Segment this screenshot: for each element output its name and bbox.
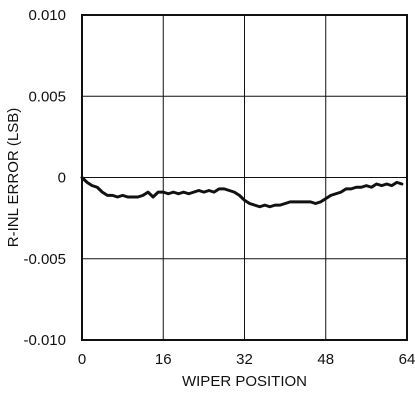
x-tick-label: 48	[317, 351, 334, 368]
series-layer	[80, 176, 404, 209]
r-inl-error-series-line	[80, 176, 404, 209]
y-tick-label: 0.010	[28, 7, 66, 24]
y-tick-label: 0	[58, 170, 66, 187]
x-axis-title: WIPER POSITION	[182, 373, 307, 390]
x-tick-label: 32	[236, 351, 253, 368]
plot-frame	[81, 14, 408, 341]
y-tick-label: -0.010	[23, 332, 66, 349]
x-tick-label: 16	[155, 351, 172, 368]
x-tick-label: 64	[399, 351, 415, 368]
grid-lines	[82, 15, 407, 340]
tick-labels: 0 16 32 48 64 0.010 0.005 0 -0.005 -0.010	[23, 7, 415, 368]
y-tick-label: -0.005	[23, 251, 66, 268]
x-tick-label: 0	[78, 351, 86, 368]
y-tick-label: 0.005	[28, 88, 66, 105]
y-axis-title: R-INL ERROR (LSB)	[5, 108, 22, 247]
